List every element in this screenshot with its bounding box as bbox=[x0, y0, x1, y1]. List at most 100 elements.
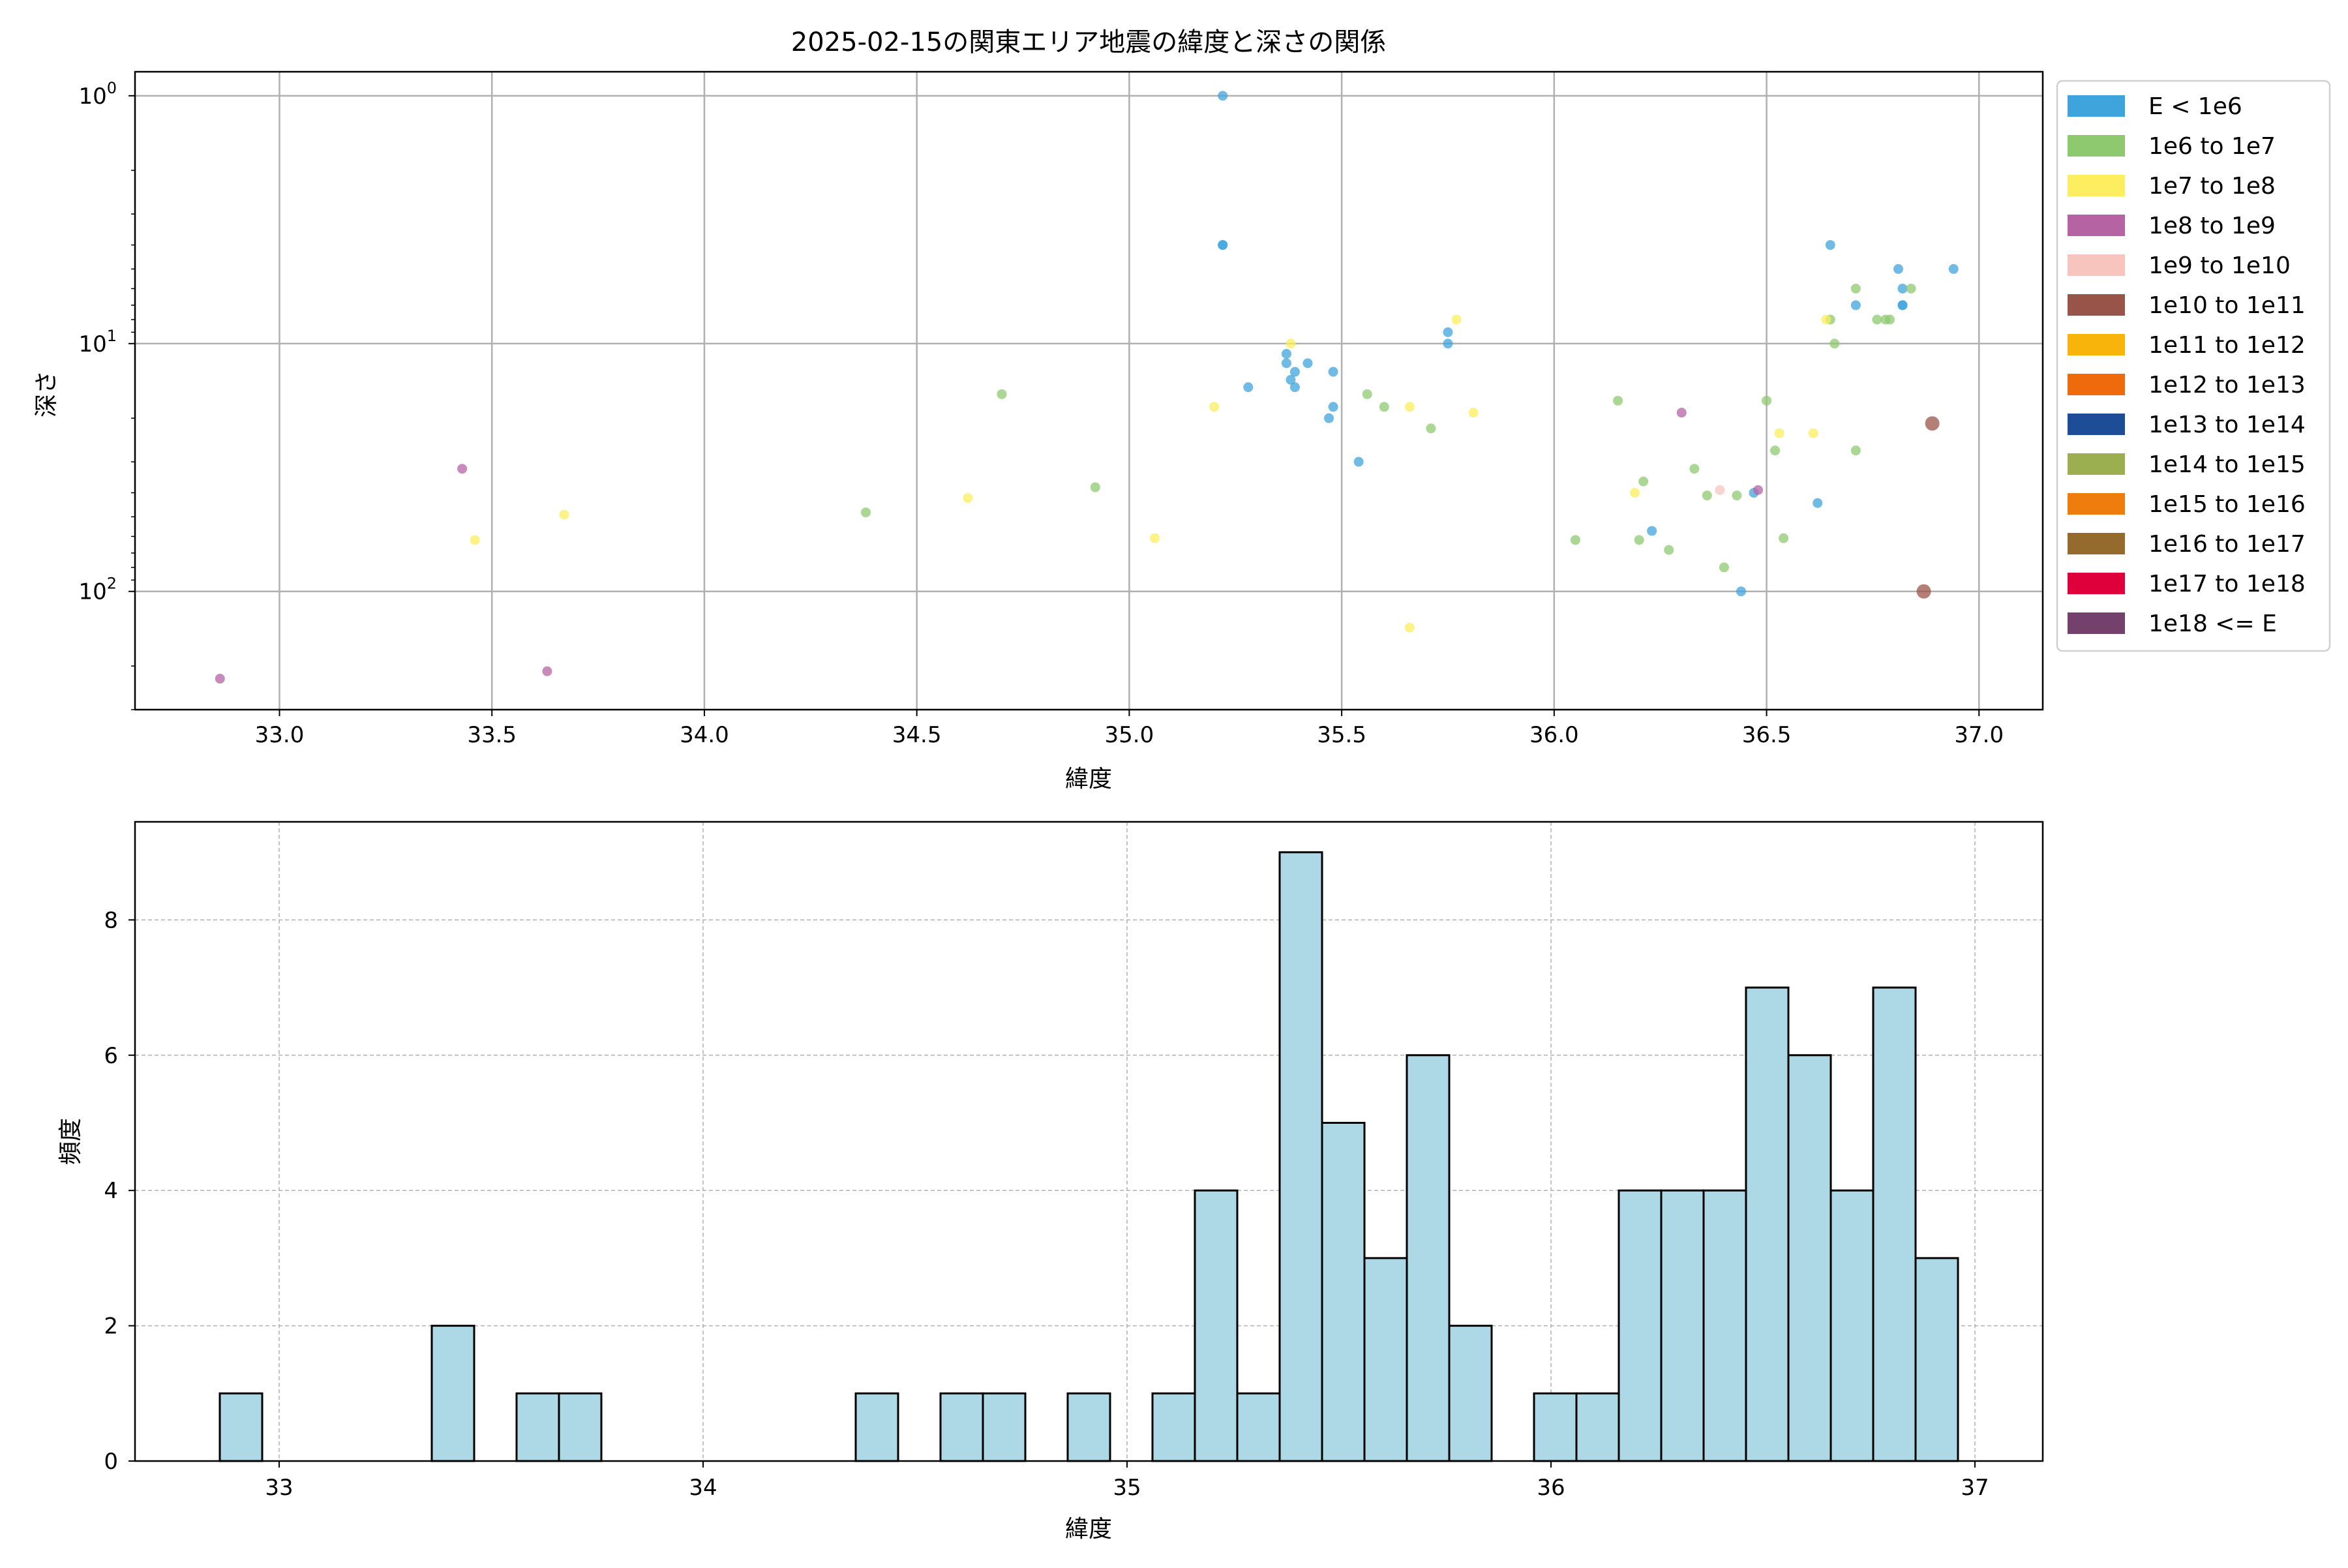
scatter-y-axis-label: 深さ bbox=[33, 370, 60, 417]
scatter-plot-area bbox=[135, 72, 2043, 710]
scatter-point bbox=[1281, 348, 1291, 359]
legend-label: 1e11 to 1e12 bbox=[2148, 332, 2306, 359]
histogram-x-ticks: 33 34 35 36 37 bbox=[265, 1461, 1989, 1501]
scatter-point bbox=[1379, 402, 1389, 412]
scatter-y-tick-base: 10 bbox=[78, 83, 106, 110]
scatter-point bbox=[1897, 283, 1908, 294]
legend-label: 1e8 to 1e9 bbox=[2148, 213, 2276, 239]
scatter-point bbox=[997, 389, 1007, 399]
scatter-y-tick-exponent: 1 bbox=[107, 327, 117, 345]
legend-label: 1e15 to 1e16 bbox=[2148, 491, 2306, 518]
histogram-bar bbox=[1066, 1392, 1111, 1462]
scatter-point bbox=[470, 535, 480, 545]
scatter-point bbox=[1647, 526, 1657, 536]
scatter-point bbox=[1426, 423, 1436, 434]
histogram-x-axis-label: 緯度 bbox=[1065, 1516, 1112, 1543]
scatter-frame bbox=[134, 70, 2044, 711]
scatter-point bbox=[1732, 490, 1742, 501]
scatter-point bbox=[457, 464, 468, 474]
scatter-point bbox=[1286, 339, 1296, 349]
histogram-bar bbox=[1660, 1189, 1705, 1462]
legend-swatch bbox=[2068, 135, 2125, 157]
histogram-bar bbox=[1787, 1054, 1832, 1462]
scatter-point bbox=[1218, 240, 1228, 250]
histogram-x-tick-label: 36 bbox=[1537, 1475, 1565, 1501]
histogram-bars bbox=[218, 851, 1959, 1462]
scatter-point bbox=[860, 507, 871, 518]
scatter-point bbox=[1468, 408, 1479, 418]
legend-swatch bbox=[2068, 95, 2125, 117]
scatter-point bbox=[1243, 382, 1254, 393]
scatter-point bbox=[1664, 545, 1674, 555]
legend-swatch bbox=[2068, 612, 2125, 634]
scatter-point bbox=[542, 666, 552, 676]
scatter-point bbox=[963, 493, 973, 504]
scatter-point bbox=[1630, 488, 1640, 498]
scatter-y-tick-label: 101 bbox=[78, 327, 117, 357]
histogram-bar bbox=[1194, 1189, 1239, 1462]
scatter-point bbox=[1774, 428, 1784, 438]
scatter-point bbox=[1897, 300, 1908, 310]
histogram-bar bbox=[1278, 851, 1323, 1462]
scatter-point bbox=[215, 674, 225, 684]
scatter-title: 2025-02-15の関東エリア地震の緯度と深さの関係 bbox=[791, 27, 1386, 57]
histogram-y-tick-label: 4 bbox=[104, 1178, 118, 1204]
scatter-point bbox=[1353, 457, 1364, 467]
histogram-y-ticks: 0 2 4 6 8 bbox=[104, 907, 135, 1475]
histogram-y-axis-label: 頻度 bbox=[57, 1118, 84, 1165]
scatter-point bbox=[1762, 395, 1772, 406]
histogram-bar bbox=[515, 1392, 560, 1462]
scatter-point bbox=[1779, 533, 1789, 543]
legend-label: 1e18 <= E bbox=[2148, 611, 2277, 637]
histogram-bar bbox=[558, 1392, 603, 1462]
scatter-x-tick-label: 37.0 bbox=[1954, 722, 2004, 748]
scatter-point bbox=[1286, 374, 1296, 385]
histogram-bar bbox=[1618, 1189, 1663, 1462]
legend: E < 1e6 1e6 to 1e7 1e7 to 1e8 1e8 to 1e9 1e9… bbox=[2056, 80, 2331, 652]
legend-swatch bbox=[2068, 294, 2125, 316]
histogram-bar bbox=[1575, 1392, 1620, 1462]
histogram-bar bbox=[218, 1392, 263, 1462]
scatter-x-tick-label: 33.0 bbox=[255, 722, 305, 748]
histogram-bar bbox=[1914, 1257, 1959, 1462]
scatter-point bbox=[1753, 485, 1764, 495]
scatter-point bbox=[1906, 283, 1916, 294]
scatter-point bbox=[1443, 327, 1453, 337]
scatter-point bbox=[1149, 533, 1160, 543]
scatter-point bbox=[1925, 416, 1940, 431]
scatter-point bbox=[1948, 264, 1959, 274]
scatter-point bbox=[1634, 535, 1644, 545]
scatter-point bbox=[1689, 464, 1700, 474]
scatter-point bbox=[1813, 498, 1823, 508]
scatter-point bbox=[1715, 485, 1725, 495]
histogram-x-tick-label: 37 bbox=[1961, 1475, 1989, 1501]
legend-items: E < 1e6 1e6 to 1e7 1e7 to 1e8 1e8 to 1e9 1e9… bbox=[2068, 93, 2306, 637]
scatter-x-tick-label: 34.5 bbox=[892, 722, 942, 748]
scatter-point bbox=[1872, 314, 1882, 325]
scatter-point bbox=[1884, 314, 1895, 325]
scatter-point bbox=[1302, 358, 1313, 369]
histogram-bar bbox=[1745, 986, 1790, 1462]
legend-swatch bbox=[2068, 414, 2125, 435]
legend-swatch bbox=[2068, 493, 2125, 515]
scatter-point bbox=[1324, 413, 1334, 423]
scatter-grid bbox=[135, 72, 2043, 710]
histogram-bar bbox=[1406, 1054, 1451, 1462]
histogram-y-tick-label: 0 bbox=[104, 1449, 118, 1475]
legend-label: 1e14 to 1e15 bbox=[2148, 451, 2306, 478]
scatter-point bbox=[1443, 339, 1453, 349]
legend-swatch bbox=[2068, 533, 2125, 554]
scatter-x-tick-label: 33.5 bbox=[467, 722, 517, 748]
scatter-x-tick-label: 36.5 bbox=[1742, 722, 1792, 748]
scatter-y-tick-base: 10 bbox=[78, 579, 106, 605]
legend-swatch bbox=[2068, 334, 2125, 355]
scatter-point bbox=[1676, 408, 1687, 418]
scatter-x-tick-label: 35.0 bbox=[1105, 722, 1154, 748]
legend-swatch bbox=[2068, 374, 2125, 395]
scatter-x-tick-label: 34.0 bbox=[680, 722, 729, 748]
histogram-bar bbox=[430, 1325, 475, 1462]
scatter-point bbox=[1289, 367, 1300, 377]
histogram-bar bbox=[939, 1392, 984, 1462]
